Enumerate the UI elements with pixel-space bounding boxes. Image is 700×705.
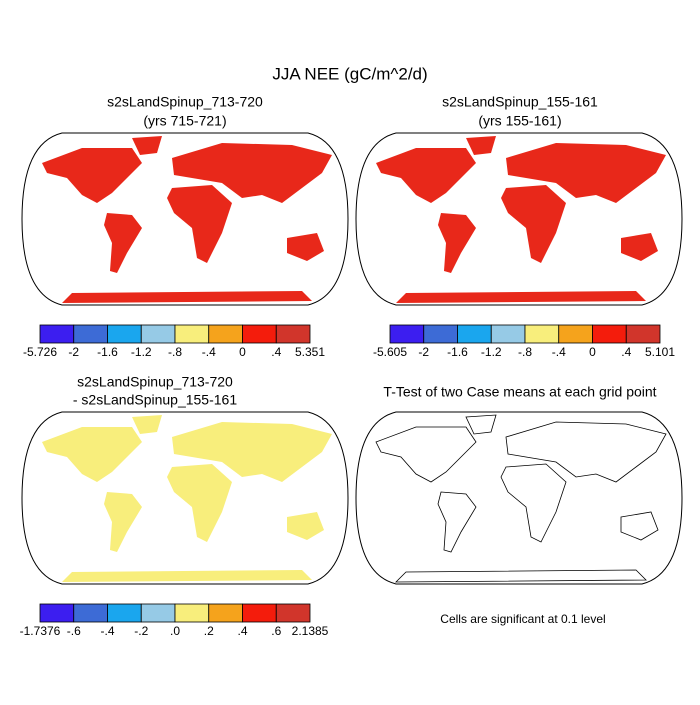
panel-title: - s2sLandSpinup_155-161 — [73, 392, 237, 408]
panel-title: T-Test of two Case means at each grid po… — [383, 384, 656, 400]
colorbar-label: -5.726 — [23, 345, 57, 359]
panel-title: s2sLandSpinup_713-720 — [107, 94, 263, 110]
colorbar-label: -.8 — [518, 345, 532, 359]
colorbar-label: 0 — [589, 345, 596, 359]
colorbar-label: -1.2 — [131, 345, 152, 359]
colorbar-label: -.6 — [67, 624, 81, 638]
colorbar-label: .6 — [271, 624, 281, 638]
colorbar-label: .0 — [170, 624, 180, 638]
colorbar-label: -5.605 — [373, 345, 407, 359]
colorbar-label: .4 — [621, 345, 631, 359]
colorbar-box — [524, 324, 560, 344]
colorbar-box — [242, 324, 277, 344]
colorbar-label: -1.2 — [481, 345, 502, 359]
colorbar-label: -1.6 — [447, 345, 468, 359]
figure-title: JJA NEE (gC/m^2/d) — [272, 64, 427, 83]
colorbar-box — [625, 324, 661, 344]
colorbar-box — [457, 324, 492, 344]
colorbar-box — [242, 603, 277, 623]
map — [355, 411, 683, 585]
colorbar-box — [107, 324, 142, 344]
colorbar-label: -.4 — [552, 345, 566, 359]
map — [355, 132, 683, 306]
colorbar-label: .2 — [204, 624, 214, 638]
colorbar-label: .4 — [271, 345, 281, 359]
panel-title: s2sLandSpinup_713-720 — [77, 374, 233, 390]
colorbar-label: 5.101 — [645, 345, 675, 359]
colorbar-box — [208, 324, 243, 344]
colorbar-box — [275, 603, 311, 623]
colorbar-box — [592, 324, 627, 344]
colorbar-label: -2 — [68, 345, 79, 359]
colorbar-box — [423, 324, 458, 344]
colorbars: -5.726 -2 -1.6 -1.2 -.8 -.4 0 .4 5.351 -5.605 -2 -1… — [20, 324, 675, 638]
colorbar-label: .4 — [237, 624, 247, 638]
note: Cells are significant at 0.1 level — [440, 612, 605, 626]
colorbar-box — [39, 603, 75, 623]
colorbar-box — [490, 324, 526, 344]
panel-title: s2sLandSpinup_155-161 — [442, 94, 598, 110]
panel-title: (yrs 715-721) — [143, 113, 226, 129]
colorbar-box — [208, 603, 243, 623]
colorbar-box — [39, 324, 75, 344]
colorbar-label: -.4 — [202, 345, 216, 359]
colorbar-box — [275, 324, 311, 344]
colorbar-box — [174, 603, 210, 623]
colorbar-box — [389, 324, 425, 344]
colorbar-box — [140, 324, 176, 344]
colorbar-label: -1.7376 — [20, 624, 61, 638]
colorbar-box — [174, 324, 210, 344]
colorbar-label: 0 — [239, 345, 246, 359]
colorbar-label: -.8 — [168, 345, 182, 359]
colorbar-label: -2 — [418, 345, 429, 359]
colorbar-box — [107, 603, 142, 623]
colorbar-label: 2.1385 — [292, 624, 329, 638]
colorbar-box — [558, 324, 593, 344]
panel-title: (yrs 155-161) — [478, 113, 561, 129]
colorbar-label: -.4 — [100, 624, 114, 638]
map — [21, 132, 349, 306]
map — [21, 411, 349, 585]
colorbar-box — [140, 603, 176, 623]
colorbar-box — [73, 603, 108, 623]
colorbar-label: 5.351 — [295, 345, 325, 359]
colorbar-label: -1.6 — [97, 345, 118, 359]
colorbar-label: -.2 — [134, 624, 148, 638]
colorbar-box — [73, 324, 108, 344]
